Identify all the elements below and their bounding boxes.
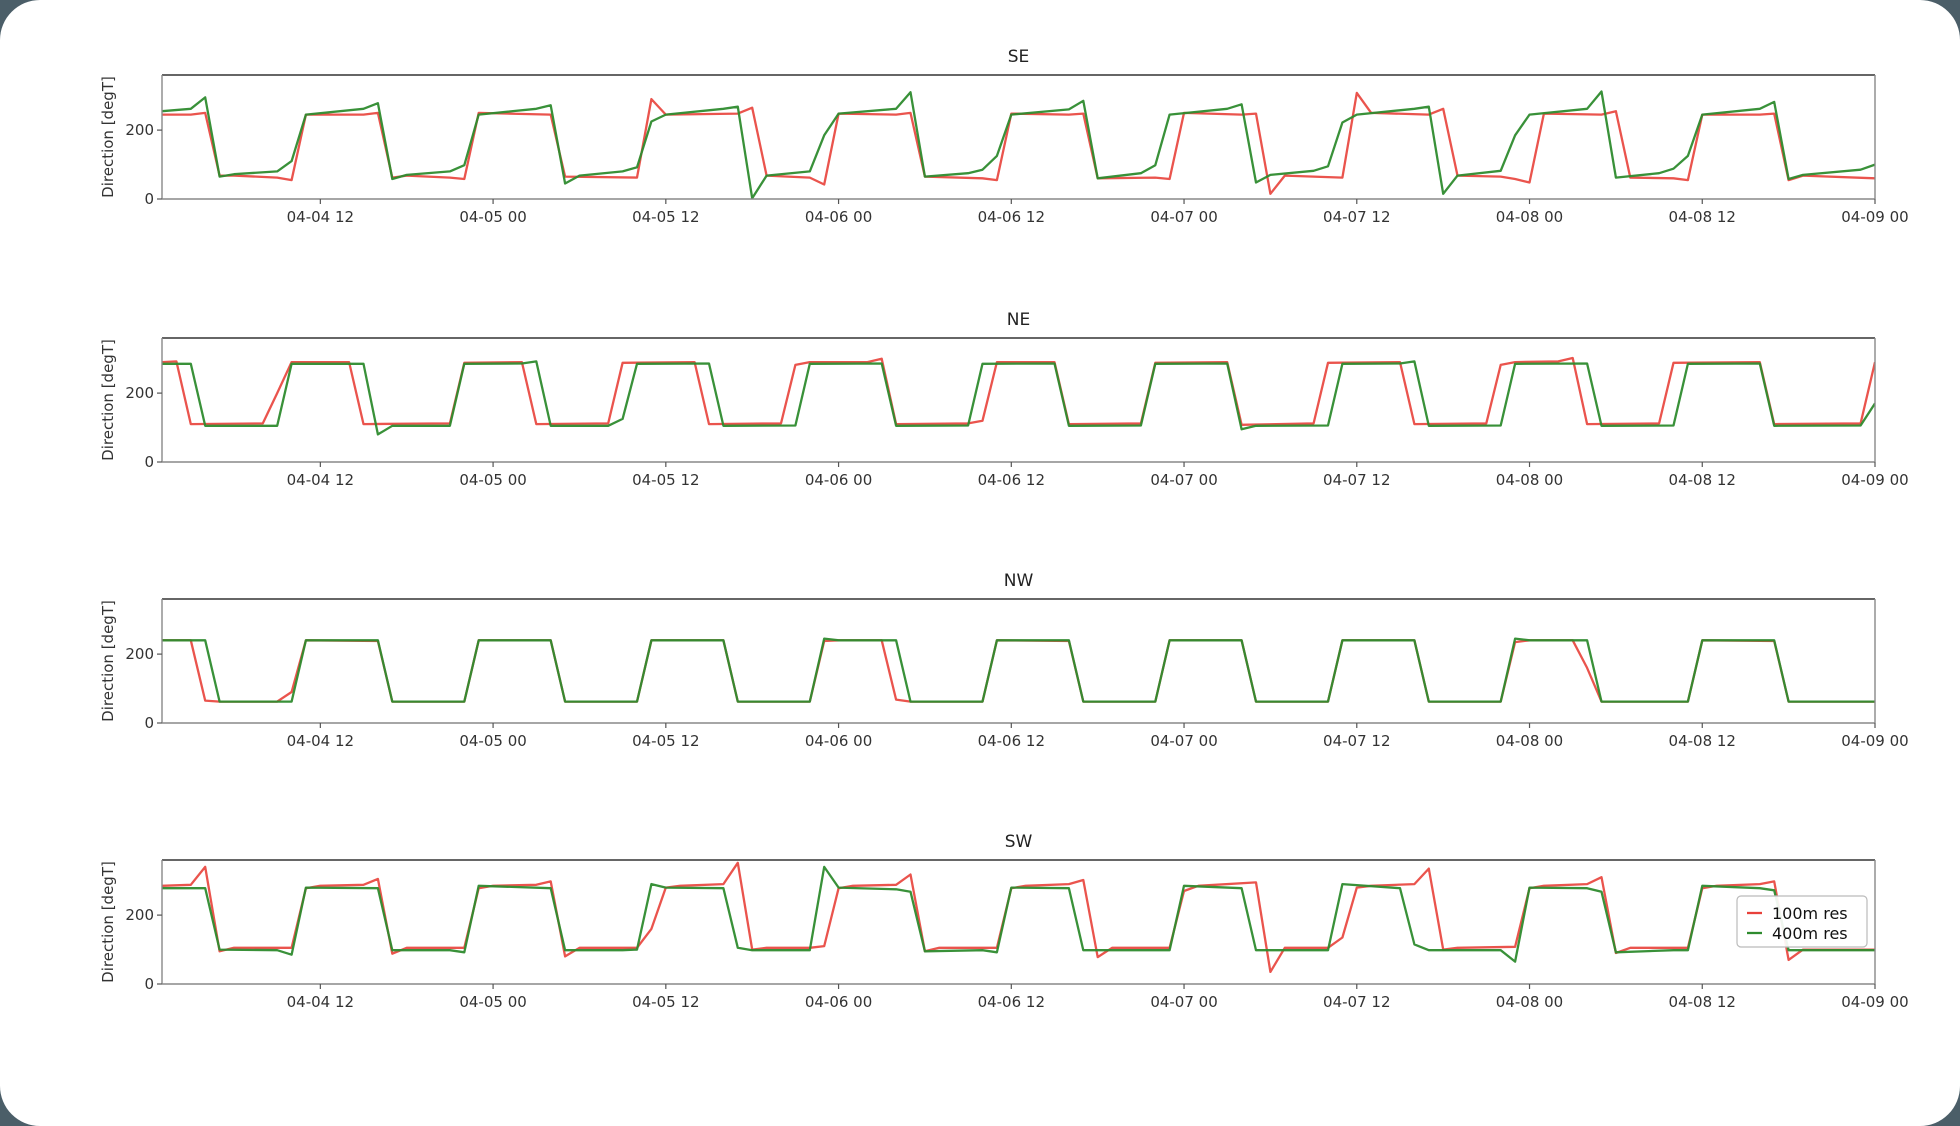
subplot-title: NW [1004,571,1034,591]
x-tick-label: 04-07 12 [1323,993,1390,1011]
x-tick-label: 04-06 12 [978,993,1045,1011]
plot-area [162,356,1875,436]
legend-label: 100m res [1772,904,1848,923]
x-tick-label: 04-09 00 [1841,208,1908,226]
x-tick-label: 04-07 12 [1323,208,1390,226]
legend-box [1736,895,1868,948]
series-line-400m-res [162,90,1875,200]
series-line-100m-res [162,861,1875,974]
series-line-400m-res [162,360,1875,436]
x-tick-label: 04-06 12 [978,208,1045,226]
x-tick-label: 04-05 12 [632,732,699,750]
x-tick-label: 04-08 00 [1496,208,1563,226]
plot-area [162,90,1875,200]
x-tick-label: 04-06 12 [978,732,1045,750]
y-axis-label: Direction [degT] [99,600,117,722]
y-tick-label: 0 [144,714,154,732]
x-tick-label: 04-05 00 [459,471,526,489]
x-tick-label: 04-04 12 [287,993,354,1011]
y-axis-label: Direction [degT] [99,339,117,461]
plot-area [162,637,1875,703]
x-tick-label: 04-07 00 [1150,208,1217,226]
subplot-nw: NW Direction [degT] 0 200 04-04 12 04-05 00 04… [99,571,1909,750]
subplot-se: SE Direction [degT] 0 200 04-04 12 04-05 00 04… [99,47,1909,226]
y-tick-label: 0 [144,453,154,471]
x-tick-label: 04-07 12 [1323,732,1390,750]
x-tick-label: 04-05 12 [632,208,699,226]
y-tick-label: 200 [125,645,154,663]
x-tick-label: 04-06 00 [805,732,872,750]
x-tick-label: 04-07 00 [1150,993,1217,1011]
y-tick-label: 0 [144,975,154,993]
plot-area [162,861,1875,974]
x-tick-label: 04-06 00 [805,993,872,1011]
series-line-400m-res [162,865,1875,963]
x-tick-label: 04-08 00 [1496,732,1563,750]
x-tick-label: 04-06 12 [978,471,1045,489]
x-tick-label: 04-04 12 [287,732,354,750]
x-tick-label: 04-09 00 [1841,471,1908,489]
subplot-title: NE [1007,310,1030,330]
y-tick-label: 200 [125,384,154,402]
y-tick-label: 200 [125,906,154,924]
x-tick-label: 04-05 00 [459,993,526,1011]
x-tick-label: 04-09 00 [1841,732,1908,750]
y-tick-label: 0 [144,190,154,208]
legend-label: 400m res [1772,924,1848,943]
x-tick-label: 04-08 12 [1669,732,1736,750]
x-tick-label: 04-06 00 [805,208,872,226]
x-tick-label: 04-04 12 [287,471,354,489]
x-tick-label: 04-04 12 [287,208,354,226]
y-axis-label: Direction [degT] [99,76,117,198]
series-line-100m-res [162,356,1875,426]
x-tick-label: 04-05 00 [459,732,526,750]
x-tick-label: 04-05 12 [632,993,699,1011]
x-tick-label: 04-08 12 [1669,993,1736,1011]
x-tick-label: 04-06 00 [805,471,872,489]
subplot-title: SW [1005,832,1033,852]
x-tick-label: 04-08 12 [1669,471,1736,489]
x-tick-label: 04-08 00 [1496,471,1563,489]
x-tick-label: 04-05 00 [459,208,526,226]
x-tick-label: 04-08 00 [1496,993,1563,1011]
series-line-100m-res [162,91,1875,195]
y-axis-label: Direction [degT] [99,861,117,983]
x-tick-label: 04-09 00 [1841,993,1908,1011]
series-line-400m-res [162,637,1875,703]
x-tick-label: 04-05 12 [632,471,699,489]
subplot-ne: NE Direction [degT] 0 200 04-04 12 04-05 00 04… [99,310,1909,489]
x-tick-label: 04-07 12 [1323,471,1390,489]
x-tick-label: 04-07 00 [1150,471,1217,489]
subplot-title: SE [1008,47,1030,67]
series-line-100m-res [162,639,1875,703]
y-tick-label: 200 [125,121,154,139]
x-tick-label: 04-08 12 [1669,208,1736,226]
subplot-sw: SW Direction [degT] 0 200 04-04 12 04-05 00 04… [99,832,1909,1011]
x-tick-label: 04-07 00 [1150,732,1217,750]
